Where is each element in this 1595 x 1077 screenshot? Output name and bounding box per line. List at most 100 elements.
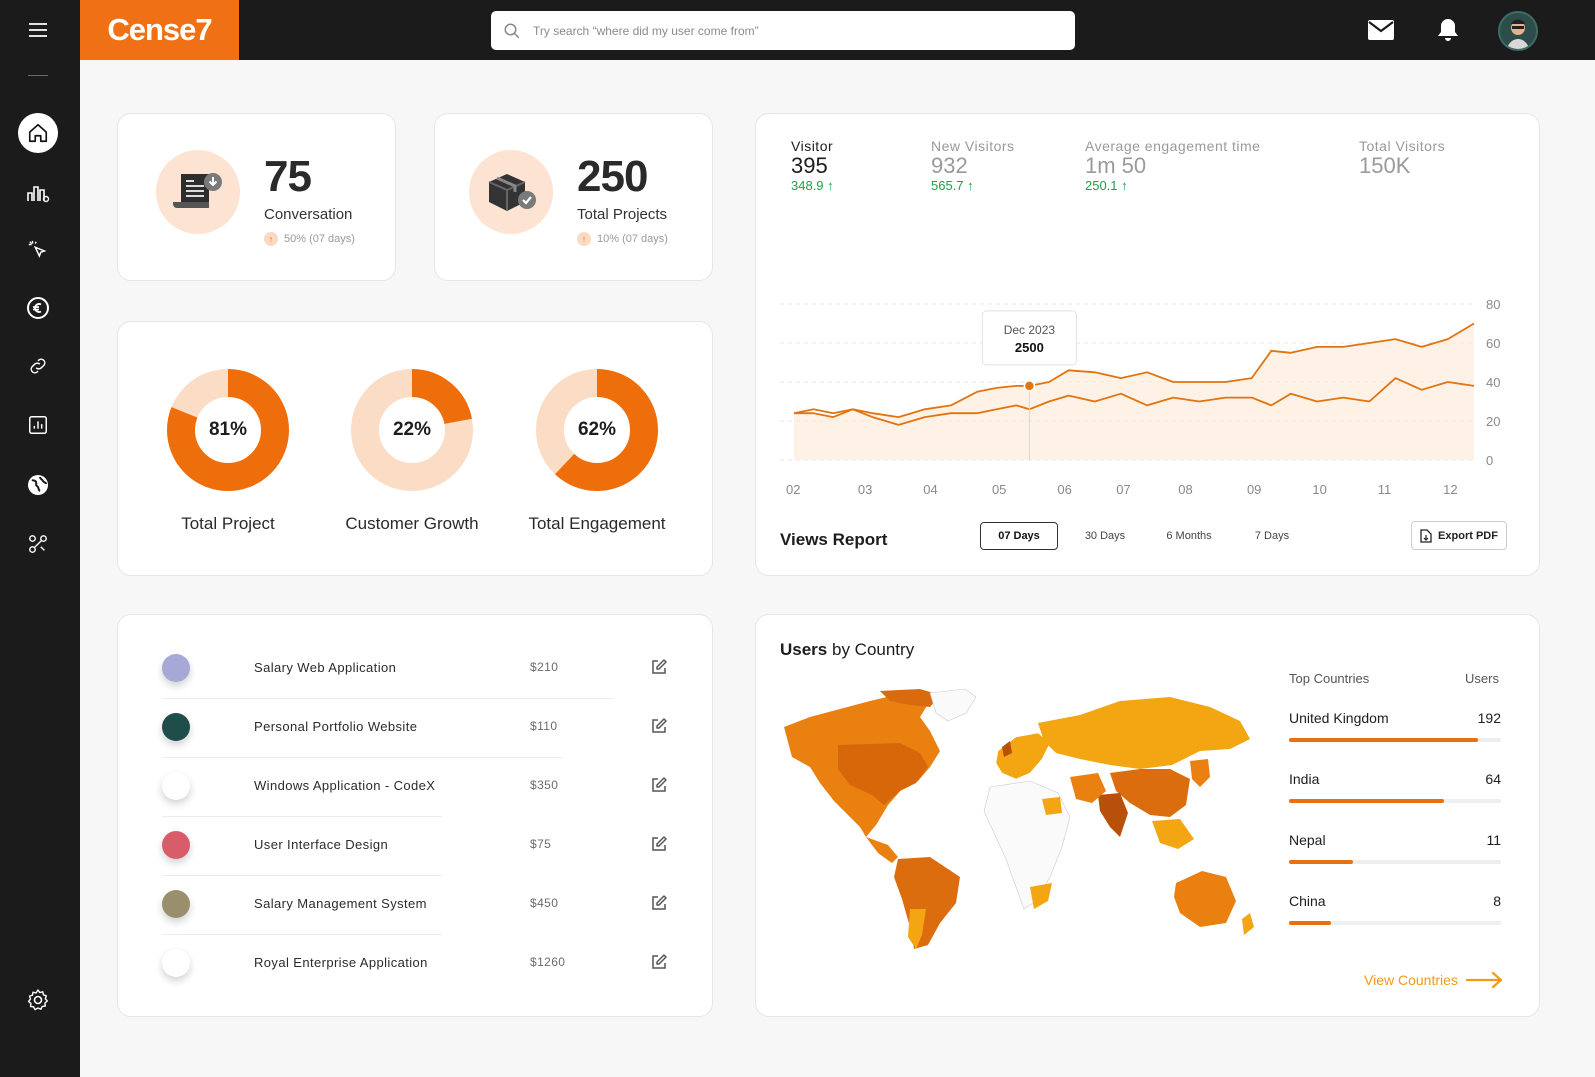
project-row[interactable]: User Interface Design $75: [162, 817, 682, 876]
x-tick-label: 11: [1378, 482, 1392, 497]
country-progress-fill: [1289, 738, 1478, 742]
home-icon[interactable]: [18, 113, 58, 153]
project-row[interactable]: Windows Application - CodeX $350: [162, 758, 682, 817]
package-icon: [469, 150, 553, 234]
user-avatar[interactable]: [1498, 11, 1538, 51]
edit-icon[interactable]: [648, 833, 670, 855]
logo[interactable]: Cense7: [80, 0, 239, 60]
metric-visitor-title: Visitor: [791, 138, 834, 154]
search-input[interactable]: [533, 23, 1053, 38]
project-price: $1260: [530, 955, 566, 969]
country-name: China: [1289, 893, 1326, 909]
range-07-days-button[interactable]: 07 Days: [980, 522, 1058, 550]
project-row[interactable]: Salary Management System $450: [162, 876, 682, 935]
export-pdf-button[interactable]: Export PDF: [1411, 521, 1507, 550]
project-price: $210: [530, 660, 559, 674]
project-thumbnail: [162, 654, 190, 682]
views-line-chart: 80 60 40 20 0 02 03 04 05 06 07 08 09 10 11 12 Dec 2023 2…: [780, 297, 1500, 497]
row-divider: [162, 875, 442, 876]
range-6-months-button[interactable]: 6 Months: [1166, 530, 1212, 542]
settings-icon[interactable]: [18, 980, 58, 1020]
country-name: Nepal: [1289, 832, 1326, 848]
project-row[interactable]: Personal Portfolio Website $110: [162, 699, 682, 758]
tooltip-point[interactable]: [1023, 380, 1036, 392]
x-tick-label: 06: [1057, 482, 1071, 497]
range-30-days-button[interactable]: 30 Days: [1084, 530, 1126, 542]
donut-customer-growth-label: Customer Growth: [345, 514, 479, 533]
projects-trend: ↑ 10% (07 days): [577, 232, 668, 246]
edit-icon[interactable]: [648, 656, 670, 678]
report-icon[interactable]: [18, 405, 58, 445]
x-tick-label: 12: [1443, 482, 1457, 497]
metric-visitor-value: 395: [791, 153, 828, 178]
conversation-count: 75: [264, 152, 312, 201]
projects-count: 250: [577, 152, 648, 201]
euro-icon[interactable]: [18, 288, 58, 328]
series-line-1: [794, 322, 1475, 418]
donut-center: [380, 398, 444, 462]
tooltip-label: Dec 2023: [1004, 323, 1056, 337]
cursor-click-icon[interactable]: [18, 230, 58, 270]
y-tick-label: 20: [1486, 414, 1500, 429]
file-export-icon: [1420, 528, 1432, 543]
invoice-icon: [156, 150, 240, 234]
country-users: 64: [1485, 771, 1501, 787]
edit-icon[interactable]: [648, 951, 670, 973]
tooltip-value: 2500: [1015, 340, 1044, 355]
project-price: $450: [530, 896, 559, 910]
project-price: $75: [530, 837, 552, 851]
country-name: India: [1289, 771, 1320, 787]
link-icon[interactable]: [18, 346, 58, 386]
edit-icon[interactable]: [648, 715, 670, 737]
globe-icon[interactable]: [18, 465, 58, 505]
project-list-card: Salary Web Application $210 Personal Portf…: [117, 614, 713, 1017]
donut-progress-arc: [167, 369, 289, 491]
menu-icon[interactable]: [18, 10, 58, 50]
users-by-country-title-rest: by Country: [827, 640, 915, 659]
metric-engagement-time: Average engagement time 1m 50 250.1 ↑: [1085, 138, 1260, 193]
integration-icon[interactable]: [18, 524, 58, 564]
donut-total-engagement-label: Total Engagement: [528, 514, 666, 533]
edit-icon[interactable]: [648, 774, 670, 796]
sidebar: [0, 0, 80, 1077]
donut-total-project-label: Total Project: [181, 514, 275, 533]
metric-total-visitors-value: 150K: [1359, 153, 1411, 178]
project-row[interactable]: Salary Web Application $210: [162, 640, 682, 699]
y-tick-label: 80: [1486, 297, 1500, 312]
view-countries-link[interactable]: View Countries: [1364, 971, 1504, 989]
stat-card-conversation: 75 Conversation ↑ 50% (07 days): [117, 113, 396, 281]
donut-customer-growth: 22%: [350, 368, 474, 492]
country-progress-fill: [1289, 860, 1353, 864]
project-row[interactable]: Royal Enterprise Application $1260: [162, 935, 682, 994]
project-thumbnail: [162, 713, 190, 741]
country-users: 192: [1477, 710, 1501, 726]
donut-center: [196, 398, 260, 462]
country-progress-fill: [1289, 799, 1444, 803]
metric-engagement-time-value: 1m 50: [1085, 153, 1147, 178]
export-pdf-label: Export PDF: [1438, 529, 1498, 542]
metric-engagement-time-title: Average engagement time: [1085, 138, 1261, 154]
x-tick-label: 07: [1116, 482, 1130, 497]
stat-card-projects: 250 Total Projects ↑ 10% (07 days): [434, 113, 713, 281]
users-by-country-card: Users by Country Top Countries Users Uni…: [755, 614, 1540, 1017]
tooltip-box: [981, 310, 1077, 366]
search-bar[interactable]: [491, 11, 1075, 50]
donut-total-engagement-value: 62%: [577, 419, 617, 440]
edit-icon[interactable]: [648, 892, 670, 914]
conversation-trend: ↑ 50% (07 days): [264, 232, 355, 246]
metric-total-visitors-title: Total Visitors: [1359, 138, 1446, 154]
series-line-2: [793, 377, 1475, 426]
x-tick-label: 05: [992, 482, 1006, 497]
x-tick-label: 09: [1247, 482, 1261, 497]
conversation-label: Conversation: [264, 206, 353, 223]
analytics-icon[interactable]: [18, 172, 58, 212]
projects-label: Total Projects: [577, 206, 668, 223]
row-divider: [162, 934, 442, 935]
metric-total-visitors: Total Visitors 150K: [1359, 138, 1445, 178]
users-by-country-title: Users by Country: [780, 640, 914, 660]
arrow-up-icon: ↑: [264, 232, 278, 246]
range-7-days-button[interactable]: 7 Days: [1254, 530, 1290, 542]
mail-icon[interactable]: [1366, 16, 1396, 44]
notification-bell-icon[interactable]: [1433, 16, 1463, 44]
x-tick-label: 04: [923, 482, 937, 497]
